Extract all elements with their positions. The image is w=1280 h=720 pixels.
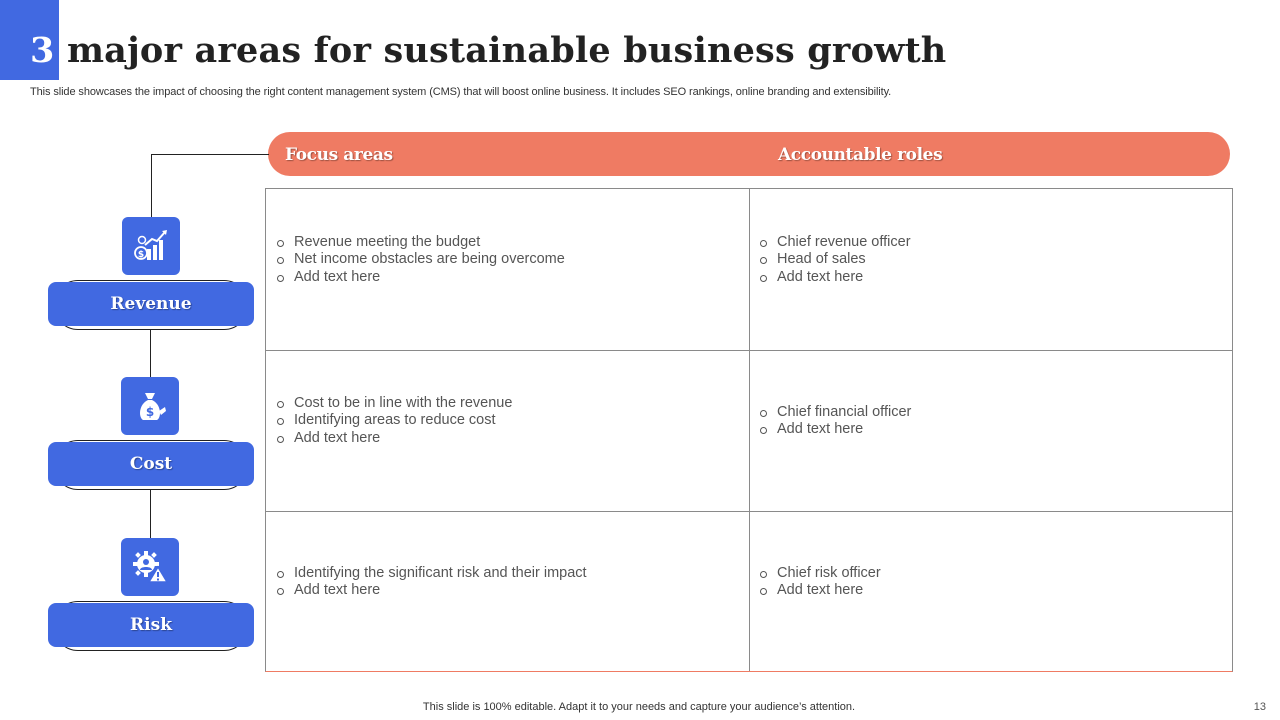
svg-text:$: $	[146, 405, 154, 419]
header-accountable-roles: Accountable roles	[778, 145, 943, 165]
list-item: Add text here	[759, 582, 881, 600]
slide-title: 3 major areas for sustainable business g…	[30, 30, 946, 71]
list-item: Cost to be in line with the revenue	[276, 395, 512, 413]
focus-list: Identifying the significant risk and the…	[276, 565, 587, 600]
list-item: Add text here	[276, 430, 512, 448]
list-item: Identifying areas to reduce cost	[276, 412, 512, 430]
slide-subtitle: This slide showcases the impact of choos…	[30, 86, 892, 98]
connector-vertical-top	[151, 154, 152, 218]
list-item: Add text here	[759, 421, 911, 439]
risk-gear-warning-icon	[133, 551, 169, 583]
table-cell-roles: Chief risk officer Add text here	[759, 511, 1229, 671]
cost-label: Cost	[48, 442, 254, 486]
table-cell-roles: Chief financial officer Add text here	[759, 350, 1229, 510]
list-item: Chief risk officer	[759, 565, 881, 583]
list-item: Add text here	[759, 269, 911, 287]
list-item: Chief revenue officer	[759, 234, 911, 252]
risk-label: Risk	[48, 603, 254, 647]
money-bag-icon: $	[140, 393, 166, 420]
title-number: 3	[30, 30, 55, 71]
focus-list: Revenue meeting the budget Net income ob…	[276, 234, 565, 287]
page-number: 13	[1253, 701, 1266, 713]
list-item: Revenue meeting the budget	[276, 234, 565, 252]
footer-text: This slide is 100% editable. Adapt it to…	[422, 701, 856, 713]
roles-list: Chief risk officer Add text here	[759, 565, 881, 600]
table-column-divider	[749, 189, 750, 671]
cost-icon-box: $	[121, 377, 179, 435]
connector-horizontal-top	[151, 154, 269, 155]
revenue-icon-box: $	[122, 217, 180, 275]
list-item: Identifying the significant risk and the…	[276, 565, 587, 583]
list-item: Add text here	[276, 582, 587, 600]
table-cell-focus: Revenue meeting the budget Net income ob…	[276, 189, 746, 349]
list-item: Chief financial officer	[759, 404, 911, 422]
title-accent-square	[0, 0, 59, 80]
table-row-divider	[266, 350, 1232, 351]
table-row-divider	[266, 511, 1232, 512]
revenue-label: Revenue	[48, 282, 254, 326]
table-cell-focus: Cost to be in line with the revenue Iden…	[276, 350, 746, 510]
slide-footer: This slide is 100% editable. Adapt it to…	[0, 701, 1280, 713]
revenue-growth-icon: $	[134, 230, 167, 260]
svg-text:$: $	[138, 250, 144, 260]
table-header-bar: Focus areas Accountable roles	[268, 132, 1230, 176]
connector-revenue-cost	[150, 330, 151, 378]
list-item: Head of sales	[759, 251, 911, 269]
table-cell-roles: Chief revenue officer Head of sales Add …	[759, 189, 1229, 349]
roles-list: Chief financial officer Add text here	[759, 404, 911, 439]
focus-list: Cost to be in line with the revenue Iden…	[276, 395, 512, 448]
header-focus-areas: Focus areas	[285, 145, 393, 165]
roles-list: Chief revenue officer Head of sales Add …	[759, 234, 911, 287]
connector-cost-risk	[150, 490, 151, 538]
list-item: Net income obstacles are being overcome	[276, 251, 565, 269]
table-cell-focus: Identifying the significant risk and the…	[276, 511, 746, 671]
list-item: Add text here	[276, 269, 565, 287]
focus-roles-table: Revenue meeting the budget Net income ob…	[265, 188, 1233, 672]
risk-icon-box	[121, 538, 179, 596]
title-text: major areas for sustainable business gro…	[66, 30, 947, 71]
